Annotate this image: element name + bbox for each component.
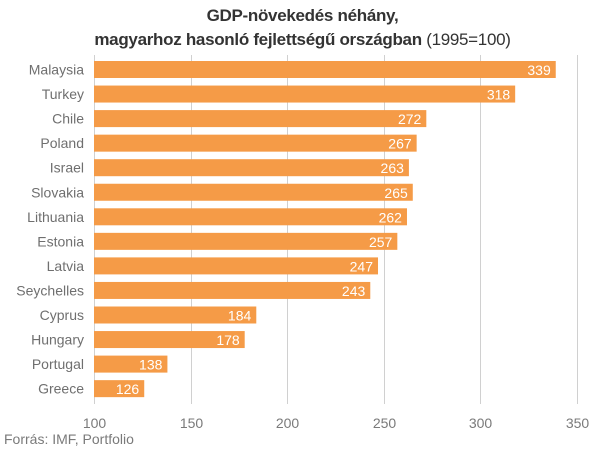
value-label: 257 <box>369 234 393 250</box>
value-label: 339 <box>527 62 551 78</box>
category-label: Lithuania <box>27 209 84 225</box>
source-note: Forrás: IMF, Portfolio <box>4 431 134 447</box>
value-label: 318 <box>487 87 511 103</box>
value-label: 184 <box>228 308 252 324</box>
bar-slovakia <box>94 183 413 201</box>
category-label: Turkey <box>42 86 84 102</box>
value-label: 272 <box>398 111 422 127</box>
bar-estonia <box>94 232 398 250</box>
category-label: Chile <box>52 111 84 127</box>
value-label: 243 <box>342 283 366 299</box>
category-label: Poland <box>40 135 84 151</box>
category-label: Portugal <box>32 356 84 372</box>
value-label: 126 <box>116 381 140 397</box>
bar-turkey <box>94 85 516 103</box>
bar-poland <box>94 134 417 152</box>
x-tick-label: 200 <box>276 415 300 431</box>
value-label: 263 <box>381 160 405 176</box>
category-label: Seychelles <box>16 282 84 298</box>
category-label: Slovakia <box>31 184 84 200</box>
bar-malaysia <box>94 61 556 78</box>
category-label: Latvia <box>47 258 85 274</box>
x-tick-label: 350 <box>566 415 590 431</box>
x-tick-label: 300 <box>469 415 493 431</box>
bar-portugal <box>94 355 168 373</box>
bar-cyprus <box>94 306 257 324</box>
chart-subtitle-bold: magyarhoz hasonló fejlettségű országban <box>94 30 422 49</box>
bar-chile <box>94 110 427 128</box>
bar-israel <box>94 159 409 177</box>
category-label: Cyprus <box>40 307 84 323</box>
value-label: 247 <box>350 258 374 274</box>
chart-subtitle-base: (1995=100) <box>421 30 511 49</box>
category-label: Estonia <box>37 233 84 249</box>
category-label: Israel <box>50 160 84 176</box>
chart-subtitle: magyarhoz hasonló fejlettségű országban … <box>0 30 605 50</box>
bar-hungary <box>94 331 245 349</box>
value-label: 138 <box>139 357 163 373</box>
x-tick-label: 100 <box>83 415 107 431</box>
bar-lithuania <box>94 208 407 226</box>
bar-greece <box>94 380 145 398</box>
value-label: 265 <box>384 185 408 201</box>
x-tick-label: 250 <box>373 415 397 431</box>
category-label: Greece <box>38 381 84 397</box>
category-label: Hungary <box>31 332 84 348</box>
bar-latvia <box>94 257 379 275</box>
bar-seychelles <box>94 281 371 299</box>
value-label: 267 <box>388 136 412 152</box>
value-label: 178 <box>216 332 240 348</box>
chart-title: GDP-növekedés néhány, <box>206 6 399 25</box>
x-tick-label: 150 <box>180 415 204 431</box>
category-label: Malaysia <box>29 62 84 78</box>
value-label: 262 <box>379 209 403 225</box>
